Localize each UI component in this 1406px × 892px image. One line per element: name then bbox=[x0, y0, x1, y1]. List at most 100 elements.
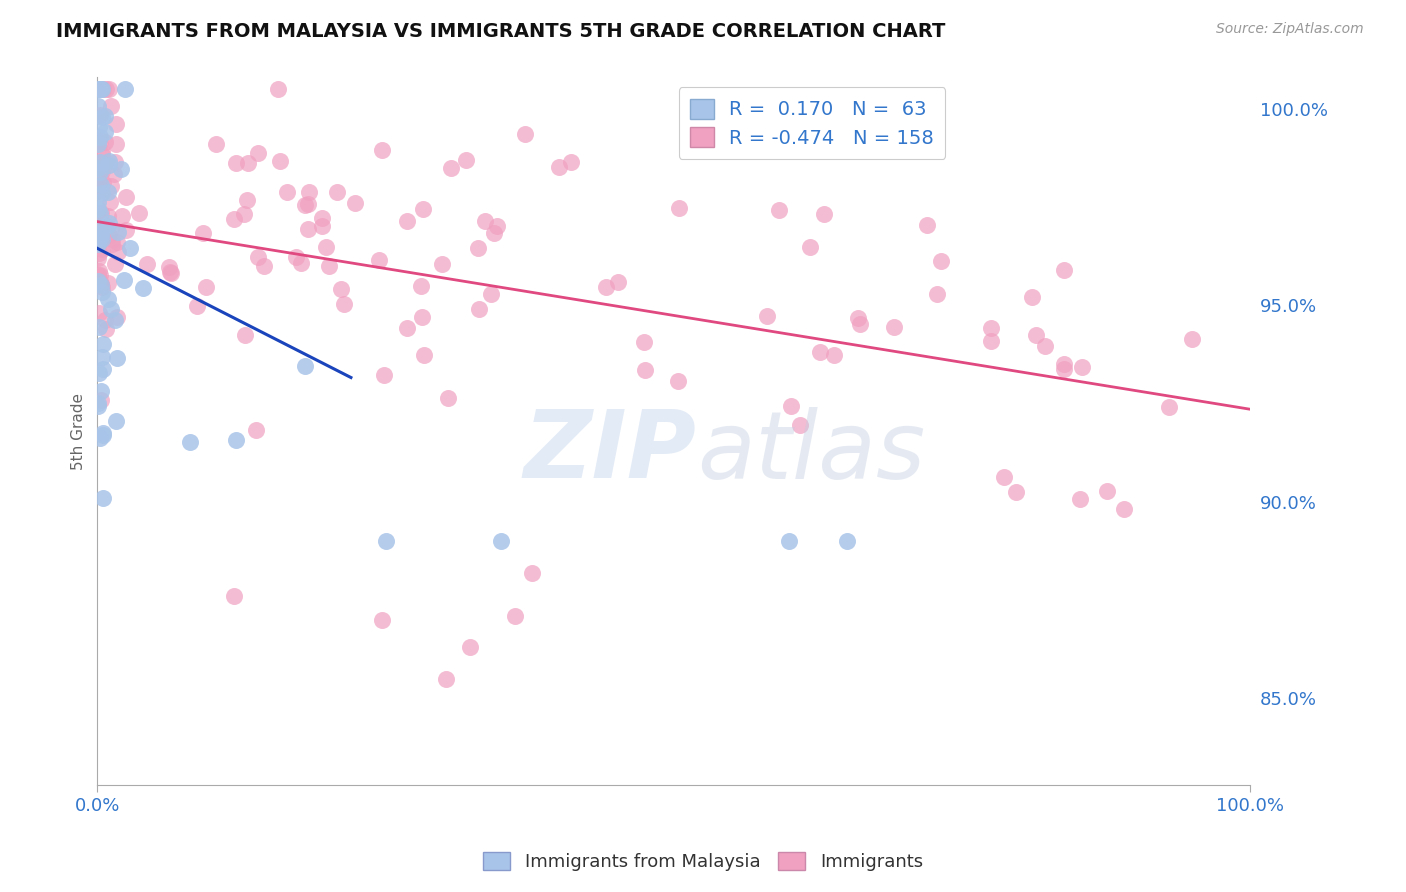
Point bbox=[89, 155, 111, 169]
Point bbox=[318, 260, 340, 274]
Point bbox=[993, 470, 1015, 484]
Text: ZIP: ZIP bbox=[524, 407, 697, 499]
Point bbox=[87, 306, 110, 320]
Point bbox=[513, 127, 536, 141]
Point bbox=[606, 275, 628, 289]
Point bbox=[86, 210, 108, 224]
Point bbox=[823, 348, 845, 362]
Point bbox=[370, 613, 392, 627]
Point bbox=[101, 237, 124, 252]
Point bbox=[91, 219, 114, 233]
Point bbox=[97, 292, 120, 306]
Point bbox=[548, 160, 571, 174]
Point bbox=[193, 226, 215, 240]
Point bbox=[482, 226, 505, 240]
Point bbox=[432, 257, 454, 271]
Point bbox=[89, 246, 111, 260]
Point bbox=[668, 201, 690, 215]
Point bbox=[115, 190, 138, 204]
Point bbox=[115, 222, 138, 236]
Point bbox=[101, 232, 124, 246]
Point bbox=[467, 241, 489, 255]
Point bbox=[160, 267, 183, 281]
Point bbox=[1053, 357, 1076, 371]
Point bbox=[436, 391, 458, 405]
Point bbox=[779, 400, 801, 414]
Point bbox=[269, 154, 291, 169]
Point bbox=[412, 202, 434, 216]
Point bbox=[89, 136, 111, 150]
Point bbox=[440, 161, 463, 176]
Point bbox=[434, 672, 457, 686]
Point bbox=[90, 285, 112, 299]
Point bbox=[90, 178, 112, 192]
Point bbox=[236, 193, 259, 207]
Point bbox=[91, 362, 114, 376]
Point bbox=[233, 328, 256, 343]
Point bbox=[87, 99, 110, 113]
Point bbox=[195, 280, 218, 294]
Point bbox=[253, 259, 276, 273]
Legend: R =  0.170   N =  63, R = -0.474   N = 158: R = 0.170 N = 63, R = -0.474 N = 158 bbox=[679, 87, 945, 160]
Point bbox=[756, 309, 779, 323]
Point bbox=[86, 251, 108, 265]
Point bbox=[634, 363, 657, 377]
Point bbox=[103, 167, 125, 181]
Point bbox=[87, 219, 110, 233]
Point bbox=[86, 268, 108, 282]
Point bbox=[100, 301, 122, 316]
Point bbox=[91, 426, 114, 441]
Point bbox=[284, 250, 307, 264]
Point bbox=[91, 176, 114, 190]
Point bbox=[111, 209, 134, 223]
Point bbox=[245, 423, 267, 437]
Legend: Immigrants from Malaysia, Immigrants: Immigrants from Malaysia, Immigrants bbox=[475, 845, 931, 879]
Point bbox=[86, 269, 108, 284]
Point bbox=[343, 195, 366, 210]
Point bbox=[330, 282, 353, 296]
Point bbox=[479, 286, 502, 301]
Point bbox=[222, 212, 245, 227]
Point bbox=[89, 226, 111, 240]
Point bbox=[778, 534, 800, 549]
Point bbox=[1181, 333, 1204, 347]
Text: Source: ZipAtlas.com: Source: ZipAtlas.com bbox=[1216, 22, 1364, 37]
Point bbox=[87, 264, 110, 278]
Point bbox=[799, 240, 821, 254]
Point bbox=[411, 279, 433, 293]
Point bbox=[157, 260, 180, 274]
Point bbox=[813, 207, 835, 221]
Point bbox=[315, 240, 337, 254]
Point bbox=[915, 218, 938, 232]
Point bbox=[94, 135, 117, 149]
Point bbox=[179, 434, 201, 449]
Point bbox=[883, 319, 905, 334]
Point bbox=[94, 313, 117, 327]
Point bbox=[927, 286, 949, 301]
Point bbox=[90, 278, 112, 293]
Point bbox=[87, 219, 110, 234]
Point bbox=[87, 194, 110, 209]
Point bbox=[413, 348, 436, 362]
Point bbox=[87, 137, 110, 152]
Point bbox=[236, 155, 259, 169]
Point bbox=[87, 161, 110, 175]
Point bbox=[105, 351, 128, 365]
Point bbox=[247, 250, 270, 264]
Text: atlas: atlas bbox=[697, 407, 925, 498]
Point bbox=[96, 219, 118, 234]
Point bbox=[835, 534, 858, 549]
Point bbox=[94, 109, 117, 123]
Point bbox=[87, 400, 110, 414]
Point bbox=[846, 311, 869, 326]
Point bbox=[110, 161, 132, 176]
Point bbox=[311, 211, 333, 225]
Point bbox=[105, 235, 128, 249]
Point bbox=[1021, 290, 1043, 304]
Point bbox=[89, 231, 111, 245]
Point bbox=[205, 137, 228, 152]
Point bbox=[87, 319, 110, 334]
Point bbox=[1053, 362, 1076, 376]
Point bbox=[1053, 263, 1076, 277]
Point bbox=[485, 219, 508, 233]
